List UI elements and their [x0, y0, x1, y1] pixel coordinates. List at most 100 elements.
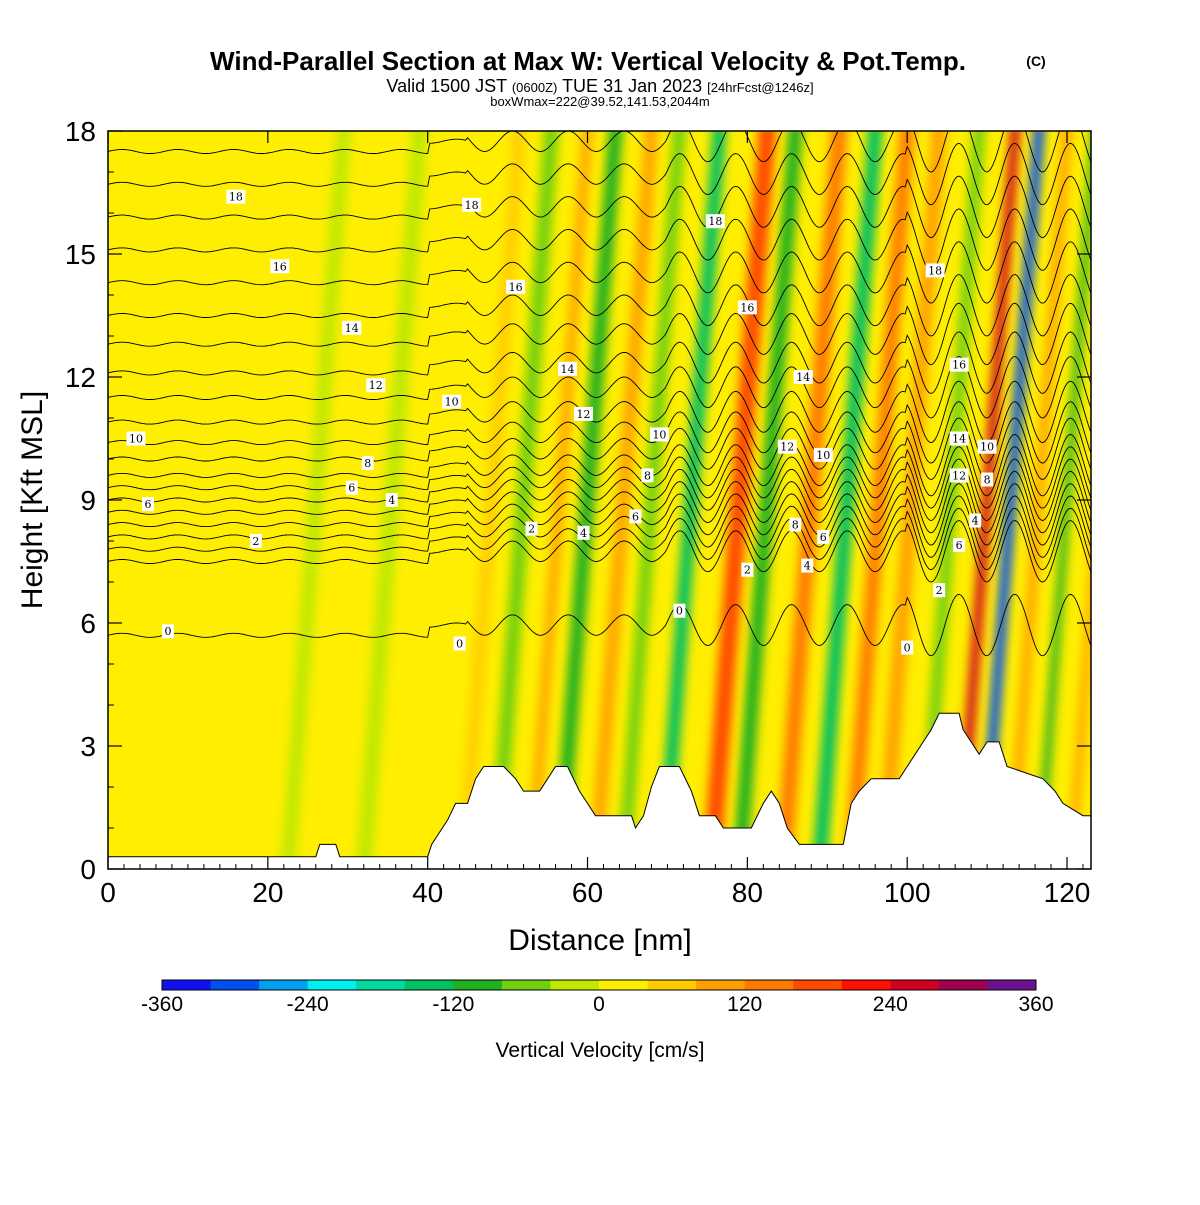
isentrope-label: 14	[342, 320, 362, 335]
isentrope-label-bg	[577, 525, 590, 540]
isentrope-line	[108, 483, 1091, 546]
isentrope-line	[108, 331, 1091, 394]
isentrope-label-bg	[558, 361, 578, 376]
isentrope-label-text: 0	[164, 625, 171, 638]
colorbar: -360 -240 -120 0 120 240 360	[141, 979, 1054, 1016]
isentrope-label: 6	[817, 529, 830, 544]
isentrope-label: 12	[366, 378, 386, 393]
isentrope-label-bg	[801, 558, 814, 573]
y-tick-label: 15	[65, 239, 96, 270]
isentrope-line	[108, 433, 1091, 497]
isentrope-label-text: 14	[796, 371, 810, 384]
isentrope-label: 12	[574, 406, 594, 421]
isentrope-label-text: 18	[708, 215, 722, 228]
colorbar-swatch	[696, 980, 746, 990]
wave-band	[775, 131, 848, 869]
y-tick-label: 0	[80, 854, 96, 885]
isentrope-label-text: 16	[952, 359, 966, 372]
colorbar-swatch	[890, 980, 940, 990]
isentrope-label: 4	[969, 513, 982, 528]
isentrope-label-text: 14	[345, 322, 359, 335]
isentrope-label-text: 4	[972, 515, 979, 528]
wave-band	[589, 131, 658, 869]
colorbar-tick-label: 240	[873, 993, 908, 1016]
velocity-field	[108, 131, 1091, 869]
colorbar-swatch	[599, 980, 649, 990]
isentrope-line	[108, 302, 1091, 366]
isentrope-label-bg	[953, 538, 966, 553]
isentrope-label-bg	[981, 472, 994, 487]
isentrope-label: 0	[161, 624, 174, 639]
isentrope-label-text: 14	[952, 433, 966, 446]
isentrope-label: 6	[953, 538, 966, 553]
isentrope-label-bg	[949, 431, 969, 446]
colorbar-swatch	[550, 980, 600, 990]
isentrope-label-bg	[649, 427, 669, 442]
wave-band	[954, 131, 1020, 869]
isentrope-label: 12	[949, 468, 969, 483]
subtitle-forecast: [24hrFcst@1246z]	[707, 80, 813, 95]
isentrope-label-bg	[270, 259, 290, 274]
isentrope-label: 4	[385, 493, 398, 507]
colorbar-tick-label: -120	[432, 993, 474, 1016]
isentrope-label-text: 18	[465, 199, 479, 212]
colorbar-swatch	[841, 980, 891, 990]
isentrope-label: 10	[442, 394, 462, 409]
isentrope-label-bg	[925, 263, 945, 278]
isentrope-label-bg	[949, 357, 969, 372]
isentrope-label-text: 16	[273, 260, 287, 273]
isentrope-label-bg	[793, 370, 813, 384]
isentrope-label: 4	[801, 558, 814, 573]
isentrope-label: 6	[345, 480, 358, 495]
colorbar-frame	[161, 979, 1037, 991]
isentrope-label: 8	[981, 472, 994, 487]
isentrope-label-bg	[977, 439, 997, 454]
terrain-mask	[107, 712, 1092, 870]
isentrope-label-bg	[705, 214, 725, 229]
wave-band	[1035, 131, 1091, 869]
isentrope-label-bg	[385, 493, 398, 507]
x-axis-label: Distance [nm]	[508, 924, 691, 957]
isentrope-label-text: 8	[644, 469, 651, 482]
isentrope-label-bg	[506, 279, 526, 294]
colorbar-swatch	[210, 980, 260, 990]
isentrope-label-text: 12	[952, 469, 966, 482]
isentrope-label: 14	[558, 361, 578, 376]
isentrope-label: 6	[141, 497, 154, 512]
subtitle-valid-time: Valid 1500 JST	[386, 76, 507, 96]
isentrope-label-text: 6	[820, 531, 827, 544]
isentrope-line	[108, 380, 1091, 444]
isentrope-label-text: 10	[816, 449, 830, 462]
colorbar-swatch	[793, 980, 843, 990]
y-tick-label: 3	[80, 731, 96, 762]
isentrope-line	[108, 470, 1091, 534]
colorbar-swatch	[356, 980, 406, 990]
colorbar-swatch	[162, 980, 212, 990]
colorbar-swatch	[647, 980, 697, 990]
isentrope-label-text: 6	[144, 498, 151, 511]
isentrope-label-text: 4	[388, 494, 395, 507]
isentrope-label-bg	[249, 534, 262, 548]
isentrope-label: 18	[925, 263, 945, 278]
isentrope-label: 16	[506, 279, 526, 294]
isentrope-label: 10	[126, 431, 146, 446]
isentrope-label-bg	[366, 378, 386, 393]
isentrope-label-text: 10	[129, 433, 143, 446]
isentrope-label-bg	[641, 468, 654, 483]
subtitle-date: TUE 31 Jan 2023	[562, 76, 702, 96]
isentrope-label-bg	[226, 189, 246, 204]
isentrope-label-text: 8	[364, 457, 371, 470]
chart-subtitle-2: boxWmax=222@39.52,141.53,2044m	[490, 94, 710, 109]
isentrope-label: 2	[525, 521, 538, 536]
colorbar-swatch	[404, 980, 454, 990]
wave-band	[977, 131, 1045, 869]
isentrope-label: 2	[933, 583, 946, 598]
isentrope-label-bg	[901, 640, 914, 655]
copyright-mark: (C)	[1026, 53, 1045, 69]
wave-band	[917, 131, 986, 869]
wave-band	[656, 131, 727, 869]
isentrope-label-text: 2	[744, 564, 751, 577]
y-tick-label: 18	[65, 116, 96, 147]
isentrope-label-text: 16	[509, 281, 523, 294]
